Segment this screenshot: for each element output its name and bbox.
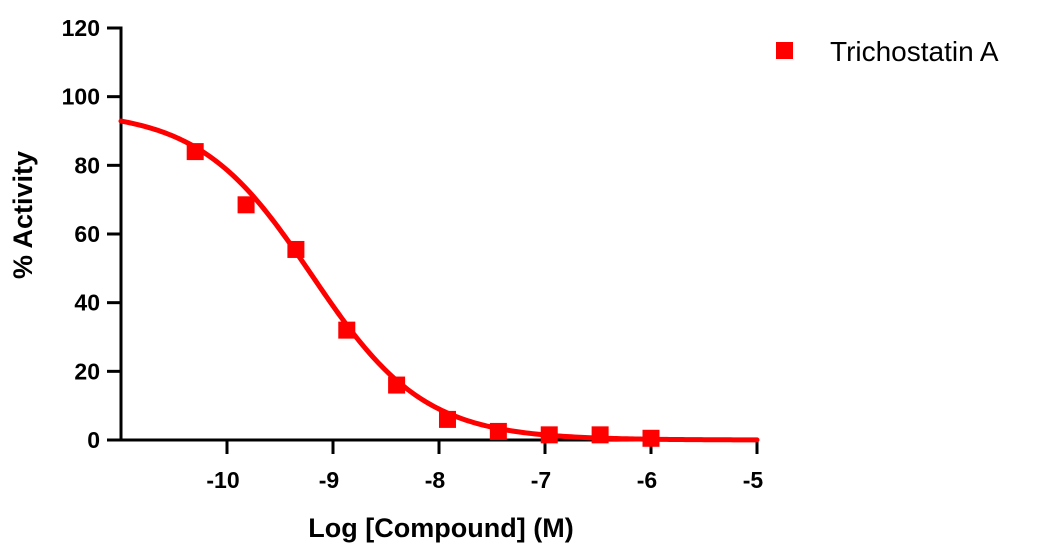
fit-curves (118, 118, 760, 443)
x-axis-title: Log [Compound] (M) (308, 513, 573, 543)
y-tick-label: 0 (87, 427, 100, 453)
x-tick-label: -6 (637, 467, 657, 493)
y-tick-label: 100 (62, 84, 100, 110)
data-point-marker (388, 376, 406, 394)
x-tick-label: -8 (425, 467, 446, 493)
x-axis-ticks: -10 -9 -8 -7 -6 -5 (206, 440, 763, 493)
data-point-marker (540, 426, 558, 444)
data-point-marker (186, 143, 204, 161)
data-point-marker (338, 321, 356, 339)
y-tick-label: 20 (74, 358, 100, 384)
legend: Trichostatin A (776, 36, 999, 67)
x-tick-label: -9 (319, 467, 339, 493)
y-tick-label: 60 (74, 221, 100, 247)
data-point-marker (591, 426, 609, 444)
legend-marker-trichostatin-a (776, 42, 793, 59)
y-tick-label: 40 (74, 290, 100, 316)
data-points (186, 143, 660, 447)
y-axis-title: % Activity (8, 151, 38, 279)
axes (119, 26, 759, 442)
y-tick-label: 80 (74, 152, 100, 178)
fit-curve-line (118, 118, 760, 443)
x-tick-label: -10 (206, 467, 239, 493)
y-tick-label: 120 (62, 15, 100, 41)
data-point-marker (287, 240, 305, 258)
x-tick-label: -7 (531, 467, 551, 493)
data-point-marker (642, 429, 660, 447)
y-axis-ticks: 0 20 40 60 80 100 120 (62, 15, 121, 453)
x-tick-label: -5 (743, 467, 764, 493)
data-point-marker (489, 422, 507, 440)
data-point-marker (438, 410, 456, 428)
legend-label-trichostatin-a: Trichostatin A (830, 36, 999, 67)
data-point-marker (237, 196, 255, 214)
